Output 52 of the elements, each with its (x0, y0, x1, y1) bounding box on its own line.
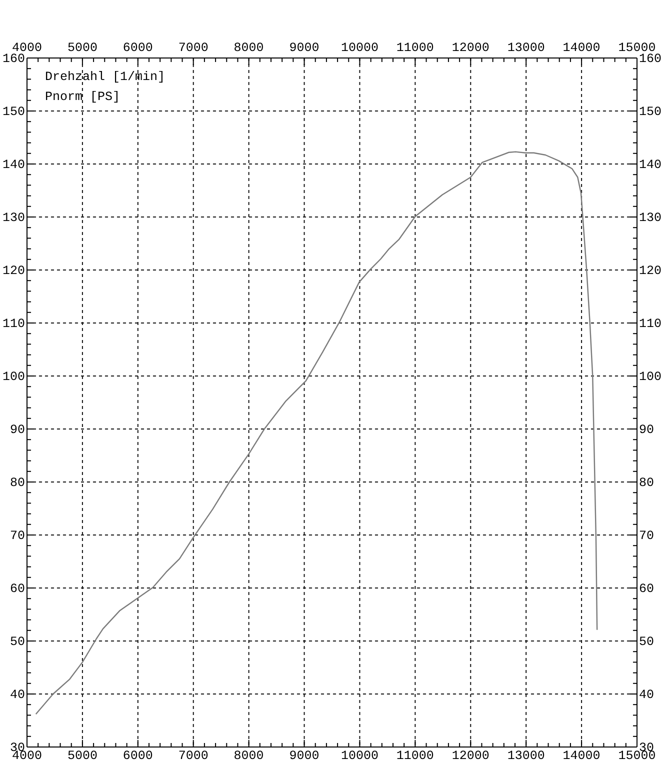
y-tick-label: 130 (2, 211, 25, 225)
y-tick-label: 70 (10, 529, 25, 543)
y2-tick-label: 150 (639, 105, 662, 119)
y2-tick-label: 70 (639, 529, 654, 543)
y-tick-label: 150 (2, 105, 25, 119)
x2-tick-label: 9000 (289, 41, 320, 55)
x-tick-label: 15000 (618, 749, 656, 763)
y2-tick-label: 130 (639, 211, 662, 225)
y-tick-label: 140 (2, 158, 25, 172)
y2-tick-label: 50 (639, 635, 654, 649)
x2-tick-label: 12000 (452, 41, 490, 55)
x2-tick-label: 10000 (340, 41, 378, 55)
x2-tick-label: 7000 (178, 41, 208, 55)
x-tick-label: 14000 (562, 749, 600, 763)
y2-tick-label: 60 (639, 582, 654, 596)
x-tick-label: 6000 (122, 749, 153, 763)
y-tick-label: 120 (2, 264, 25, 278)
x2-tick-label: 13000 (507, 41, 545, 55)
y2-tick-label: 160 (639, 52, 662, 66)
x-tick-label: 13000 (507, 749, 545, 763)
x-axis-title: Drehzahl [1/min] (45, 70, 166, 85)
y-tick-label: 100 (2, 370, 25, 384)
y2-tick-label: 110 (639, 317, 662, 331)
x-tick-label: 11000 (396, 749, 434, 763)
y-tick-label: 50 (10, 635, 25, 649)
x2-tick-label: 14000 (562, 41, 600, 55)
y2-tick-label: 120 (639, 264, 662, 278)
y-tick-label: 110 (2, 317, 25, 331)
x-tick-label: 5000 (67, 749, 98, 763)
y-tick-label: 60 (10, 582, 25, 596)
x2-tick-label: 4000 (12, 41, 42, 55)
y-tick-label: 80 (10, 476, 25, 490)
y2-tick-label: 140 (639, 158, 662, 172)
y2-tick-label: 90 (639, 423, 654, 437)
y-tick-label: 40 (10, 688, 25, 702)
x2-tick-label: 6000 (122, 41, 153, 55)
x2-tick-label: 15000 (618, 41, 656, 55)
y2-tick-label: 100 (639, 370, 662, 384)
y-tick-label: 160 (2, 52, 25, 66)
y-tick-label: 90 (10, 423, 25, 437)
x2-tick-label: 8000 (234, 41, 264, 55)
line-series (35, 151, 598, 715)
y2-tick-label: 40 (639, 688, 654, 702)
y-axis-title: Pnorm [PS] (45, 90, 120, 105)
y2-tick-label: 80 (639, 476, 654, 490)
x2-tick-label: 11000 (396, 41, 434, 55)
x-tick-label: 8000 (234, 749, 264, 763)
x-tick-label: 12000 (452, 749, 490, 763)
x-tick-label: 7000 (178, 749, 208, 763)
x-tick-label: 9000 (289, 749, 320, 763)
x-tick-label: 10000 (340, 749, 378, 763)
x2-tick-label: 5000 (67, 41, 98, 55)
